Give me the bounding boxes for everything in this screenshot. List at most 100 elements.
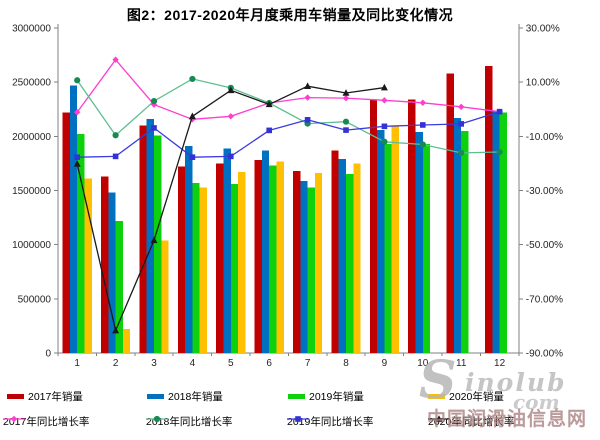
x-axis-tick-label: 3: [151, 358, 157, 369]
x-axis-tick-label: 4: [190, 358, 196, 369]
legend-line-swatch: [287, 416, 309, 422]
bar: [84, 178, 92, 353]
legend-item-growth-1: 2018年同比增长率: [146, 414, 232, 428]
bar: [499, 112, 507, 353]
x-axis-tick-label: 8: [343, 358, 349, 369]
bar: [161, 240, 169, 353]
x-axis-tick-label: 9: [382, 358, 388, 369]
bar: [154, 135, 162, 354]
legend-line-swatch: [3, 415, 25, 423]
legend-item-sales-2: 2019年销量: [288, 389, 364, 403]
right-axis-tick-label: 30.00%: [526, 24, 560, 35]
legend-label: 2017年销量: [28, 390, 83, 403]
bar: [391, 126, 399, 353]
bar: [331, 150, 339, 353]
chart-title: 图2：2017-2020年月度乘用车销量及同比变化情况: [126, 7, 454, 23]
left-axis-tick-label: 3000000: [12, 24, 51, 35]
bar: [346, 174, 354, 353]
left-axis-tick-label: 2500000: [12, 78, 51, 89]
bar: [377, 129, 385, 353]
x-axis-tick-label: 11: [456, 358, 467, 369]
x-axis-tick-label: 5: [228, 358, 234, 369]
bar: [185, 146, 193, 353]
bar: [230, 184, 239, 353]
legend-label: 2018年销量: [168, 390, 223, 403]
bar: [177, 166, 186, 353]
bar: [492, 111, 500, 354]
line-series-2: [74, 108, 503, 160]
bar-series-2: [77, 112, 507, 354]
bar: [300, 180, 308, 354]
bar: [115, 220, 123, 353]
legend-line-swatch: [146, 415, 168, 423]
x-axis-tick-label: 10: [417, 358, 429, 369]
line-series-3: [73, 82, 388, 334]
legend-swatch: [147, 393, 164, 399]
bar: [77, 134, 85, 353]
bar: [146, 119, 154, 353]
bar: [62, 112, 70, 353]
axes: [54, 24, 523, 356]
x-axis-tick-label: 2: [113, 358, 119, 369]
bar: [408, 99, 416, 353]
x-axis-tick-label: 7: [305, 358, 311, 369]
legend-item-sales-1: 2018年销量: [147, 389, 223, 403]
bar: [269, 165, 277, 353]
left-axis-tick-label: 0: [45, 349, 51, 360]
legend-swatch: [7, 393, 24, 399]
bar: [216, 163, 224, 353]
legend-item-growth-2: 2019年同比增长率: [287, 414, 373, 428]
x-axis-tick-label: 6: [266, 358, 272, 369]
bar: [307, 187, 315, 354]
bar: [223, 148, 231, 354]
legend-swatch: [288, 393, 305, 399]
bar: [485, 65, 493, 354]
legend-label: 2019年销量: [309, 390, 364, 403]
legend-item-sales-3: 2020年销量: [428, 389, 504, 403]
legend-row-sales: 2017年销量 2018年销量 2019年销量 2020年销量: [0, 389, 600, 403]
legend-label: 2020年销量: [449, 390, 504, 403]
bar: [101, 176, 109, 353]
legend-item-sales-0: 2017年销量: [7, 389, 83, 403]
left-axis-tick-label: 500000: [18, 294, 52, 305]
bar-series-0: [62, 65, 493, 354]
bar: [293, 171, 301, 353]
right-axis-tick-label: -90.00%: [526, 349, 563, 360]
bar: [69, 85, 78, 354]
legend-row-growth: 2017年同比增长率 2018年同比增长率 2019年同比增长率 2020年同比增长率: [0, 414, 600, 428]
bar: [384, 143, 392, 353]
right-axis-tick-label: -50.00%: [526, 240, 563, 251]
legend-item-growth-3: 2020年同比增长率: [428, 414, 514, 428]
bar: [238, 172, 246, 353]
line-series-1: [74, 75, 503, 156]
bar: [353, 163, 361, 353]
right-axis-tick-label: -70.00%: [526, 294, 563, 305]
right-axis-tick-label: 10.00%: [526, 78, 560, 89]
bar: [276, 161, 284, 354]
bar: [314, 173, 323, 353]
legend-swatch: [428, 393, 445, 399]
x-axis-tick-label: 12: [494, 358, 506, 369]
axis-labels: 0 500000 1000000 1500000 2000000 2500000 30000…: [12, 24, 563, 370]
left-axis-tick-label: 1500000: [12, 186, 51, 197]
bar: [108, 192, 116, 353]
left-axis-tick-label: 1000000: [12, 240, 51, 251]
x-axis-tick-label: 1: [74, 358, 80, 369]
right-axis-tick-label: -10.00%: [526, 132, 563, 143]
bar: [446, 73, 454, 353]
bar: [415, 132, 423, 353]
left-axis-tick-label: 2000000: [12, 132, 51, 143]
legend-line-swatch: [428, 415, 450, 422]
bar: [422, 143, 431, 353]
bar: [338, 159, 346, 353]
bar: [122, 329, 131, 353]
bar: [461, 130, 469, 353]
bar-series-1: [69, 85, 500, 354]
bar: [192, 182, 200, 353]
legend-item-growth-0: 2017年同比增长率: [3, 414, 89, 428]
chart-plot-area: 0 500000 1000000 1500000 2000000 2500000 30000…: [12, 24, 563, 370]
bar: [261, 150, 270, 353]
bar: [139, 125, 147, 353]
bar: [254, 160, 262, 353]
